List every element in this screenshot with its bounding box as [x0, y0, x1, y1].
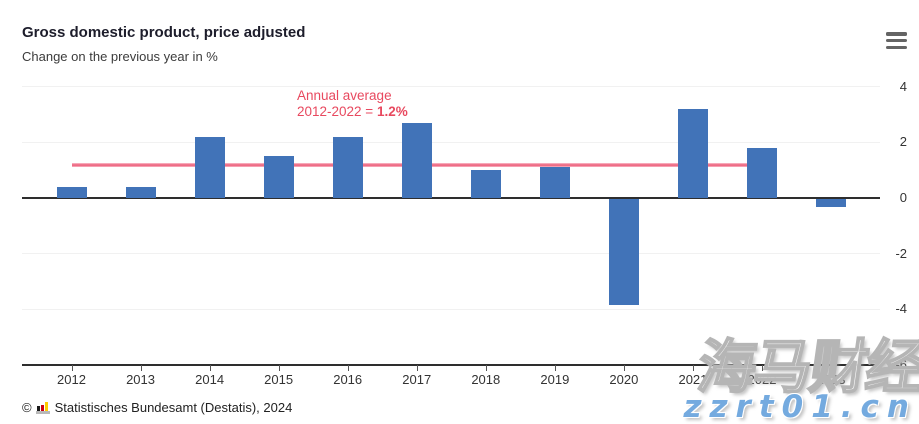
bar-2012[interactable] [56, 186, 87, 198]
x-axis-tick [554, 365, 556, 371]
y-axis-label: 4 [899, 78, 907, 94]
hamburger-menu-icon[interactable] [886, 32, 907, 49]
x-axis-label: 2019 [540, 372, 570, 387]
average-annotation-line2: 2012-2022 = 1.2% [297, 104, 408, 119]
x-axis-tick [209, 365, 211, 371]
x-axis-label: 2023 [816, 372, 846, 387]
gridline [22, 141, 880, 143]
page-title: Gross domestic product, price adjusted [22, 24, 306, 41]
bar-2019[interactable] [539, 167, 570, 198]
destatis-bar-chart-logo-icon [35, 401, 50, 414]
zero-axis-line [22, 197, 880, 199]
x-axis-tick [623, 365, 625, 371]
x-axis-tick [692, 365, 694, 371]
x-axis-label: 2020 [609, 372, 639, 387]
logo-bar-yellow [44, 401, 48, 411]
logo-base [35, 410, 50, 414]
x-axis-label: 2022 [747, 372, 777, 387]
bar-2018[interactable] [470, 170, 501, 198]
bar-2021[interactable] [677, 108, 708, 198]
y-axis-label: 0 [899, 190, 907, 205]
bar-2020[interactable] [608, 199, 639, 305]
x-axis-tick [278, 365, 280, 371]
x-axis-label: 2014 [195, 372, 225, 387]
logo-bar-red [40, 404, 44, 411]
y-axis-label: -4 [895, 301, 907, 317]
x-axis-label: 2021 [678, 372, 708, 387]
gridline [22, 86, 880, 88]
hamburger-bar [886, 38, 907, 43]
page-subtitle: Change on the previous year in % [22, 49, 218, 64]
source-text: Statistisches Bundesamt (Destatis), 2024 [54, 399, 293, 415]
x-axis-label: 2013 [126, 372, 155, 387]
x-axis-tick [140, 365, 142, 371]
bar-2015[interactable] [263, 156, 294, 198]
x-axis-tick [416, 365, 418, 371]
logo-bar-black [36, 405, 40, 411]
x-axis-label: 2017 [402, 372, 432, 387]
x-axis-tick [347, 365, 349, 371]
bar-2016[interactable] [332, 136, 363, 198]
x-axis-label: 2012 [57, 372, 86, 387]
average-value: 1.2% [376, 104, 408, 119]
y-axis-label: -2 [895, 245, 907, 261]
copyright-symbol: © [22, 399, 32, 415]
x-axis-label: 2015 [264, 372, 294, 387]
gridline [22, 308, 880, 310]
watermark-url-text: zzrt01.cn [683, 389, 917, 424]
bar-2022[interactable] [747, 147, 777, 198]
bar-2013[interactable] [125, 186, 156, 198]
hamburger-bar [886, 32, 907, 36]
x-axis-label: 2018 [471, 372, 501, 387]
x-axis-tick [831, 365, 833, 371]
hamburger-bar [886, 45, 907, 49]
average-annotation-line1: Annual average [297, 88, 392, 103]
source-line: © Statistisches Bundesamt (Destatis), 20… [22, 398, 292, 416]
x-axis-tick [71, 365, 73, 371]
bar-2017[interactable] [401, 122, 432, 198]
gridline [22, 253, 880, 255]
y-axis-label: -6 [895, 357, 907, 373]
average-annotation: Annual average 2012-2022 = 1.2% [297, 88, 408, 120]
bar-2023[interactable] [816, 199, 847, 208]
gridline [22, 364, 880, 367]
x-axis-tick [485, 365, 487, 371]
x-axis-label: 2016 [333, 372, 363, 387]
bar-2014[interactable] [194, 136, 225, 198]
y-axis-label: 2 [899, 134, 907, 150]
x-axis-tick [762, 365, 763, 371]
